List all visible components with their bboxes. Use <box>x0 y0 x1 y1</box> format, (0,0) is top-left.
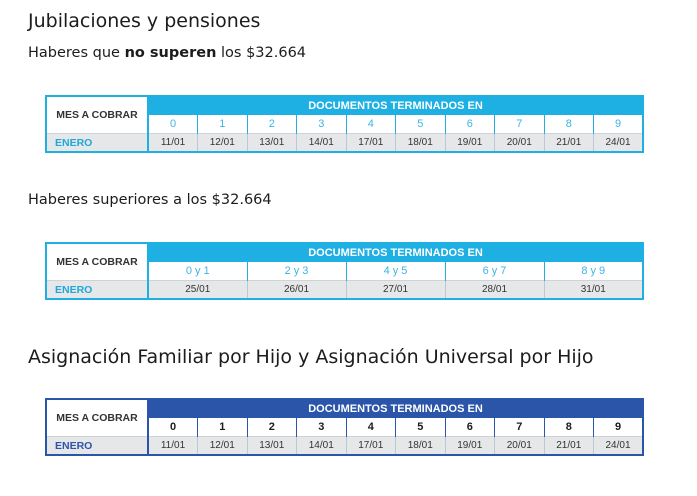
date-cell: 24/01 <box>593 436 643 455</box>
digit-pair-cell: 0 y 1 <box>148 262 248 281</box>
subtitle-no-superen: Haberes que no superen los $32.664 <box>28 45 306 61</box>
date-cell: 20/01 <box>494 133 545 152</box>
digit-cell: 1 <box>197 418 248 437</box>
date-cell: 18/01 <box>395 133 446 152</box>
digit-cell: 4 <box>346 115 396 134</box>
date-cell: 20/01 <box>494 436 545 455</box>
date-cell: 27/01 <box>346 280 446 299</box>
month-label: ENERO <box>46 133 149 152</box>
digits-row: 0 y 1 2 y 3 4 y 5 6 y 7 8 y 9 <box>46 262 643 281</box>
digit-cell: 6 <box>445 115 495 134</box>
schedule-table-haberes-altos: MES A COBRAR DOCUMENTOS TERMINADOS EN 0 … <box>45 242 644 300</box>
date-cell: 25/01 <box>148 280 248 299</box>
digits-row: 0 1 2 3 4 5 6 7 8 9 <box>46 115 643 134</box>
date-cell: 19/01 <box>445 436 495 455</box>
date-cell: 11/01 <box>148 133 198 152</box>
subtitle-no-superen-bold: no superen <box>124 45 217 61</box>
date-cell: 13/01 <box>247 133 297 152</box>
mes-a-cobrar-label: MES A COBRAR <box>46 96 149 134</box>
documentos-header: DOCUMENTOS TERMINADOS EN <box>148 399 643 418</box>
digit-pair-cell: 4 y 5 <box>346 262 446 281</box>
digit-cell: 2 <box>247 115 297 134</box>
subtitle-no-superen-post: los $32.664 <box>216 45 307 61</box>
digit-cell: 4 <box>346 418 396 437</box>
mes-a-cobrar-label: MES A COBRAR <box>46 243 149 281</box>
dates-row: ENERO 25/01 26/01 27/01 28/01 31/01 <box>46 280 643 299</box>
mes-a-cobrar-label: MES A COBRAR <box>46 399 149 437</box>
digits-row: 0 1 2 3 4 5 6 7 8 9 <box>46 418 643 437</box>
schedule-table-asignacion: MES A COBRAR DOCUMENTOS TERMINADOS EN 0 … <box>45 398 644 456</box>
digit-cell: 5 <box>395 115 446 134</box>
dates-row: ENERO 11/01 12/01 13/01 14/01 17/01 18/0… <box>46 133 643 152</box>
digit-pair-cell: 2 y 3 <box>247 262 347 281</box>
dates-row: ENERO 11/01 12/01 13/01 14/01 17/01 18/0… <box>46 436 643 455</box>
digit-cell: 8 <box>544 418 594 437</box>
date-cell: 26/01 <box>247 280 347 299</box>
schedule-table-haberes-bajos: MES A COBRAR DOCUMENTOS TERMINADOS EN 0 … <box>45 95 644 153</box>
digit-cell: 2 <box>247 418 297 437</box>
digit-cell: 9 <box>593 418 643 437</box>
digit-cell: 6 <box>445 418 495 437</box>
date-cell: 17/01 <box>346 133 396 152</box>
digit-cell: 7 <box>494 115 545 134</box>
date-cell: 28/01 <box>445 280 545 299</box>
date-cell: 14/01 <box>296 436 347 455</box>
digit-cell: 1 <box>197 115 248 134</box>
jubilaciones-title: Jubilaciones y pensiones <box>28 10 261 32</box>
date-cell: 13/01 <box>247 436 297 455</box>
date-cell: 17/01 <box>346 436 396 455</box>
digit-cell: 8 <box>544 115 594 134</box>
date-cell: 14/01 <box>296 133 347 152</box>
digit-cell: 3 <box>296 115 347 134</box>
subtitle-no-superen-pre: Haberes que <box>28 45 125 61</box>
digit-cell: 0 <box>148 115 198 134</box>
digit-cell: 5 <box>395 418 446 437</box>
date-cell: 11/01 <box>148 436 198 455</box>
digit-cell: 9 <box>593 115 643 134</box>
asignacion-title: Asignación Familiar por Hijo y Asignació… <box>28 346 594 368</box>
digit-cell: 3 <box>296 418 347 437</box>
date-cell: 31/01 <box>544 280 643 299</box>
date-cell: 24/01 <box>593 133 643 152</box>
date-cell: 21/01 <box>544 436 594 455</box>
documentos-header: DOCUMENTOS TERMINADOS EN <box>148 96 643 115</box>
digit-cell: 0 <box>148 418 198 437</box>
subtitle-superiores: Haberes superiores a los $32.664 <box>28 192 272 208</box>
digit-pair-cell: 6 y 7 <box>445 262 545 281</box>
date-cell: 12/01 <box>197 133 248 152</box>
date-cell: 12/01 <box>197 436 248 455</box>
documentos-header: DOCUMENTOS TERMINADOS EN <box>148 243 643 262</box>
date-cell: 19/01 <box>445 133 495 152</box>
month-label: ENERO <box>46 280 149 299</box>
digit-cell: 7 <box>494 418 545 437</box>
date-cell: 18/01 <box>395 436 446 455</box>
month-label: ENERO <box>46 436 149 455</box>
digit-pair-cell: 8 y 9 <box>544 262 643 281</box>
date-cell: 21/01 <box>544 133 594 152</box>
